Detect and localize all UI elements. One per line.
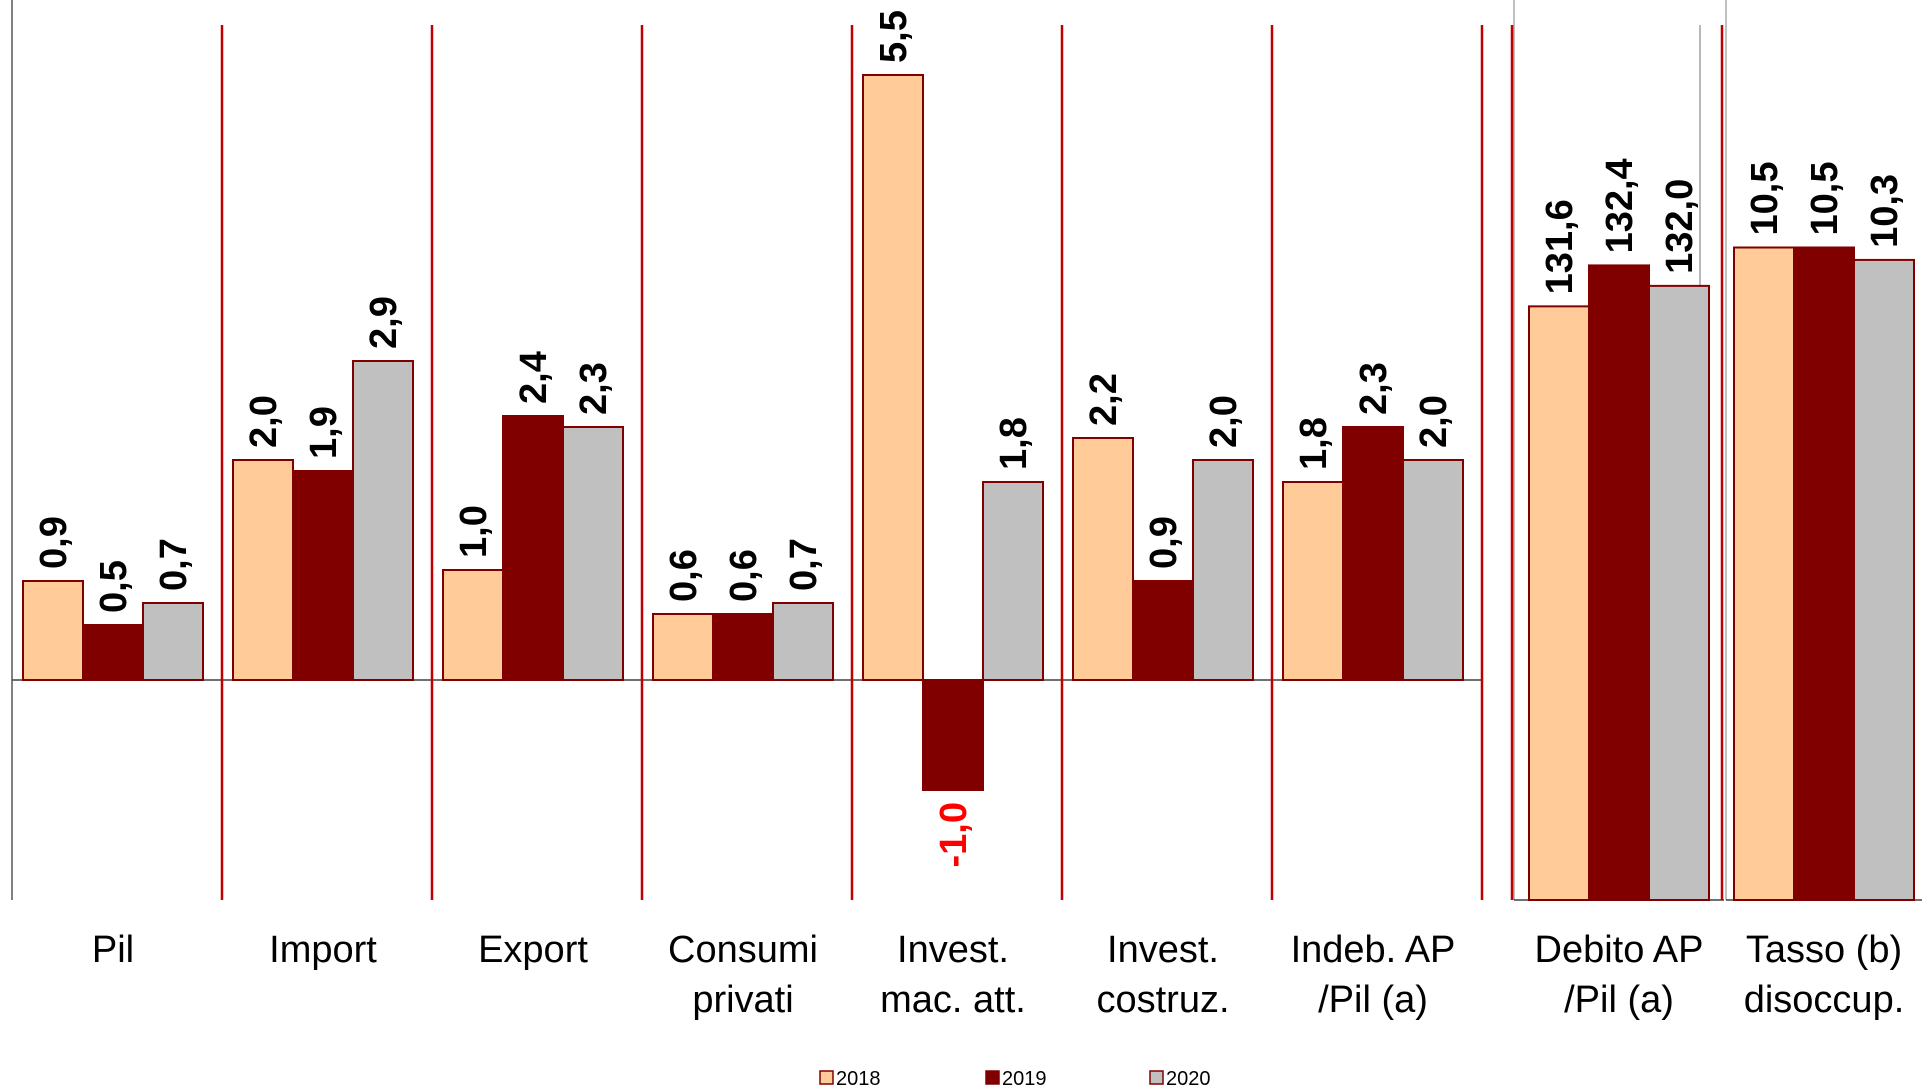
category-label: Tasso (b) (1746, 929, 1902, 971)
bar-2019 (1793, 246, 1855, 901)
data-label: 1,8 (1293, 417, 1335, 470)
data-label: 5,5 (873, 10, 915, 63)
category-label: Consumi (668, 929, 818, 971)
bar-2019 (1588, 264, 1650, 902)
bar-2019 (1132, 580, 1194, 681)
category-label: Export (478, 929, 588, 971)
bar-2019 (922, 679, 984, 791)
data-label: 0,7 (783, 538, 825, 591)
legend-swatch-2020 (1149, 1070, 1164, 1085)
legend-swatch-2018 (819, 1070, 834, 1085)
bar-2019 (502, 415, 564, 681)
data-label: 0,6 (723, 549, 765, 602)
data-label: 0,7 (153, 538, 195, 591)
bar-2020 (352, 360, 414, 681)
data-label: 1,9 (303, 406, 345, 459)
bar-2018 (22, 580, 84, 681)
data-label: 0,6 (663, 549, 705, 602)
data-label: 0,5 (93, 560, 135, 613)
legend-label: 2018 (836, 1068, 881, 1090)
data-label: 10,3 (1864, 174, 1906, 248)
category-label: Debito AP (1535, 929, 1704, 971)
data-label: 132,4 (1599, 158, 1641, 253)
category-label: privati (692, 979, 793, 1021)
category-label: disoccup. (1744, 979, 1905, 1021)
legend-label: 2019 (1002, 1068, 1047, 1090)
data-label: 1,0 (453, 505, 495, 558)
bar-2020 (1402, 459, 1464, 681)
category-label: Invest. (1107, 929, 1219, 971)
data-label: 0,9 (1143, 516, 1185, 569)
bar-2020 (1853, 258, 1915, 901)
bar-2020 (1192, 459, 1254, 681)
data-label: 10,5 (1804, 162, 1846, 236)
bar-2020 (772, 602, 834, 681)
category-label: Indeb. AP (1291, 929, 1456, 971)
bar-2020 (982, 481, 1044, 681)
bar-2019 (82, 624, 144, 681)
data-label: 10,5 (1744, 162, 1786, 236)
bar-2019 (292, 470, 354, 681)
category-label: Invest. (897, 929, 1009, 971)
data-label: 2,0 (1413, 395, 1455, 448)
data-label: 2,0 (1203, 395, 1245, 448)
category-label: mac. att. (880, 979, 1026, 1021)
legend-swatch-2019 (985, 1070, 1000, 1085)
category-label: costruz. (1096, 979, 1229, 1021)
bar-2018 (1072, 437, 1134, 681)
bar-2018 (1282, 481, 1344, 681)
data-label: 2,3 (1353, 362, 1395, 415)
data-label: 2,4 (513, 351, 555, 404)
bar-2020 (562, 426, 624, 681)
data-label: 0,9 (33, 516, 75, 569)
category-label: Import (269, 929, 377, 971)
category-label: /Pil (a) (1318, 979, 1428, 1021)
bar-2020 (1648, 284, 1710, 902)
bar-2018 (442, 569, 504, 681)
bar-2019 (1342, 426, 1404, 681)
data-label: -1,0 (933, 802, 975, 867)
category-label: /Pil (a) (1564, 979, 1674, 1021)
bar-2018 (862, 74, 924, 681)
data-label: 2,2 (1083, 373, 1125, 426)
data-label: 132,0 (1659, 179, 1701, 274)
data-label: 2,3 (573, 362, 615, 415)
bar-2019 (712, 613, 774, 681)
bar-2018 (1733, 246, 1795, 901)
legend-label: 2020 (1166, 1068, 1211, 1090)
bar-2018 (652, 613, 714, 681)
bar-2018 (232, 459, 294, 681)
category-label: Pil (92, 929, 134, 971)
data-label: 131,6 (1539, 199, 1581, 294)
data-label: 2,9 (363, 296, 405, 349)
bar-2018 (1528, 305, 1590, 901)
data-label: 1,8 (993, 417, 1035, 470)
bar-2020 (142, 602, 204, 681)
data-label: 2,0 (243, 395, 285, 448)
